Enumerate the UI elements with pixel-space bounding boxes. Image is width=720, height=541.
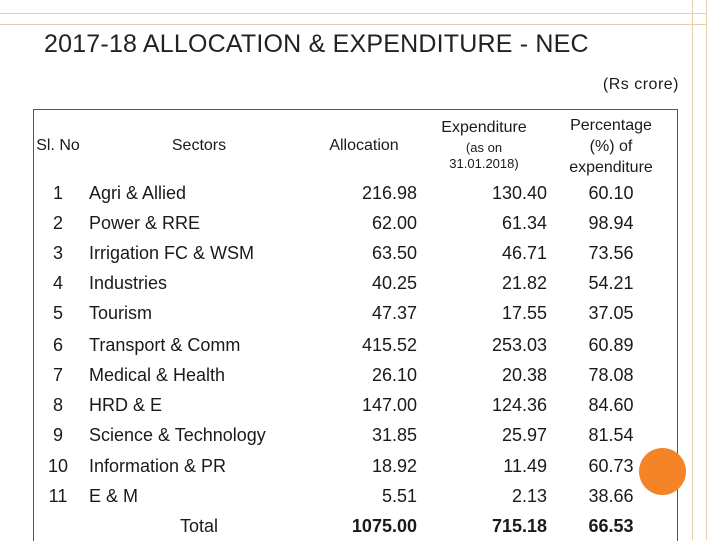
header-sl: Sl. No: [36, 137, 80, 154]
row-sector: HRD & E: [89, 395, 163, 415]
frame-line-top-1: [0, 13, 706, 14]
header-expenditure: Expenditure: [441, 119, 527, 136]
row-sl: 10: [47, 456, 69, 476]
row-allocation: 62.00: [371, 213, 417, 233]
row-sector: Medical & Health: [89, 365, 226, 385]
row-sl: 1: [52, 183, 63, 203]
row-percentage: 60.73: [588, 456, 634, 476]
row-expenditure: 21.82: [501, 273, 547, 293]
row-percentage: 54.21: [588, 273, 634, 293]
total-expenditure: 715.18: [491, 516, 547, 536]
page-title: 2017-18 ALLOCATION & EXPENDITURE - NEC: [44, 30, 589, 58]
decorative-circle: [639, 448, 686, 495]
header-percentage-2: (%) of: [589, 138, 633, 155]
row-allocation: 40.25: [371, 273, 417, 293]
row-percentage: 84.60: [588, 395, 634, 415]
header-sectors: Sectors: [171, 137, 227, 154]
header-expenditure-note2: 31.01.2018): [449, 156, 519, 171]
row-expenditure: 46.71: [501, 243, 547, 263]
row-sector: Irrigation FC & WSM: [89, 243, 255, 263]
total-allocation: 1075.00: [351, 516, 417, 536]
frame-line-top-2: [0, 24, 706, 25]
row-percentage: 37.05: [588, 303, 634, 323]
row-percentage: 81.54: [588, 425, 634, 445]
total-percentage: 66.53: [588, 516, 634, 536]
data-table: Sl. No Sectors Allocation Expenditure (a…: [33, 109, 678, 541]
row-sector: Agri & Allied: [89, 183, 187, 203]
total-label: Total: [179, 516, 219, 536]
frame-line-right-2: [706, 0, 707, 540]
row-expenditure: 61.34: [501, 213, 547, 233]
row-allocation: 63.50: [371, 243, 417, 263]
row-allocation: 26.10: [371, 365, 417, 385]
row-allocation: 47.37: [371, 303, 417, 323]
row-percentage: 60.10: [588, 183, 634, 203]
row-allocation: 415.52: [361, 335, 417, 355]
row-sl: 7: [52, 365, 63, 385]
row-sector: Industries: [89, 273, 168, 293]
row-expenditure: 2.13: [511, 486, 547, 506]
header-percentage-3: expenditure: [569, 159, 653, 176]
row-sl: 5: [52, 303, 63, 323]
row-sector: Science & Technology: [89, 425, 266, 445]
row-sector: E & M: [89, 486, 139, 506]
row-expenditure: 20.38: [501, 365, 547, 385]
header-allocation: Allocation: [329, 137, 399, 154]
row-sl: 11: [48, 486, 68, 506]
row-sl: 8: [52, 395, 63, 415]
row-percentage: 73.56: [588, 243, 634, 263]
row-sl: 9: [52, 425, 63, 445]
row-sl: 4: [52, 273, 63, 293]
row-sector: Power & RRE: [89, 213, 201, 233]
row-allocation: 216.98: [361, 183, 417, 203]
row-expenditure: 124.36: [491, 395, 547, 415]
row-percentage: 98.94: [588, 213, 634, 233]
header-percentage-1: Percentage: [570, 117, 652, 134]
row-sector: Information & PR: [89, 456, 227, 476]
unit-label: (Rs crore): [602, 76, 679, 93]
row-percentage: 78.08: [588, 365, 634, 385]
row-expenditure: 11.49: [503, 456, 547, 476]
row-expenditure: 17.55: [501, 303, 547, 323]
row-expenditure: 130.40: [491, 183, 547, 203]
row-percentage: 60.89: [588, 335, 634, 355]
row-allocation: 31.85: [371, 425, 417, 445]
row-percentage: 38.66: [588, 486, 634, 506]
row-sector: Transport & Comm: [89, 335, 241, 355]
row-sector: Tourism: [89, 303, 153, 323]
row-sl: 6: [52, 335, 63, 355]
row-sl: 2: [52, 213, 63, 233]
row-expenditure: 253.03: [491, 335, 547, 355]
row-allocation: 5.51: [381, 486, 417, 506]
frame-line-right-1: [692, 0, 693, 540]
row-allocation: 147.00: [361, 395, 417, 415]
row-expenditure: 25.97: [501, 425, 547, 445]
row-sl: 3: [52, 243, 63, 263]
header-expenditure-note1: (as on: [465, 140, 503, 155]
row-allocation: 18.92: [371, 456, 417, 476]
